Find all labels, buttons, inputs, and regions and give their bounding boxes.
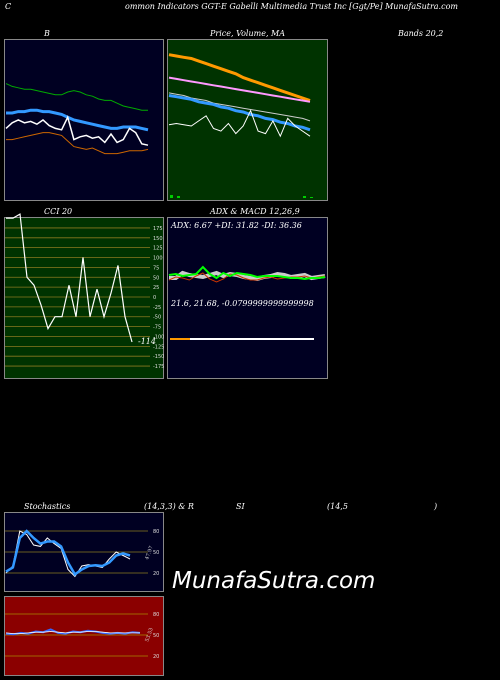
cci-tick-2: 125 [153, 246, 163, 252]
bollinger-series-3 [5, 115, 149, 146]
macd-values: 21.6, 21.68, -0.0799999999999998 [171, 299, 314, 308]
cci-tick-1: 150 [153, 236, 163, 242]
cci-tick-14: -175 [153, 364, 164, 370]
panel-rsi [4, 596, 164, 676]
di-minus-line [168, 272, 326, 283]
volume-bar-19 [303, 196, 306, 198]
stoch-k [5, 530, 131, 578]
cci-value: -114 [138, 337, 156, 346]
panel-bollinger [4, 39, 164, 201]
bollinger-series-1 [6, 108, 149, 132]
price-series-1 [168, 76, 311, 103]
label-stoch-c: SI [236, 502, 245, 511]
bollinger-series-0 [5, 83, 148, 111]
panel-cci [4, 217, 164, 379]
watermark: MunafaSutra.com [172, 568, 376, 594]
cci-tick-5: 50 [153, 275, 159, 281]
cci-tick-3: 100 [153, 256, 163, 262]
stoch-tick-1: 50 [153, 550, 159, 556]
label-bands: Bands 20,2 [398, 29, 444, 38]
header-title: ommon Indicators GGT-E Gabelli Multimedi… [125, 2, 458, 11]
panel-price [167, 39, 328, 201]
cci-tick-0: 175 [153, 226, 163, 232]
price-series-2 [168, 92, 311, 122]
label-cci: CCI 20 [44, 207, 73, 216]
label-price: Price, Volume, MA [210, 29, 286, 38]
cci-line [6, 213, 133, 343]
label-b: B [44, 29, 50, 38]
stoch-tick-0: 80 [153, 529, 159, 535]
price-series-4 [168, 109, 311, 138]
volume-bar-20 [310, 197, 313, 198]
cci-tick-8: -25 [153, 305, 161, 311]
rsi-tick-2: 20 [153, 654, 159, 660]
cci-tick-9: -50 [153, 315, 161, 321]
stoch-tick-2: 20 [153, 571, 159, 577]
label-stoch-b: (14,3,3) & R [144, 502, 194, 511]
label-stoch-a: Stochastics [24, 502, 71, 511]
cci-tick-10: -75 [153, 325, 161, 331]
label-stoch-d: (14,5 [327, 502, 348, 511]
cci-tick-12: -125 [153, 344, 164, 350]
label-stoch-e: ) [434, 502, 438, 511]
adx-values: ADX: 6.67 +DI: 31.82 -DI: 36.36 [171, 221, 302, 230]
cci-tick-7: 0 [153, 295, 156, 301]
bollinger-series-2 [6, 132, 149, 155]
volume-bar-1 [177, 196, 180, 198]
cci-tick-4: 75 [153, 265, 159, 271]
cci-tick-13: -150 [153, 354, 164, 360]
cci-tick-11: -100 [153, 334, 164, 340]
price-series-3 [168, 94, 311, 132]
cci-tick-6: 25 [153, 285, 159, 291]
rsi-tick-0: 80 [153, 612, 159, 618]
adx-band [169, 270, 326, 282]
rsi-tick-1: 50 [153, 633, 159, 639]
rsi-avg [5, 631, 140, 634]
volume-bar-0 [170, 195, 173, 198]
panel-adx [167, 217, 328, 379]
stoch-d [5, 529, 131, 577]
stoch-value: 47.97 [144, 545, 155, 561]
header-c: C [5, 2, 12, 11]
rsi-value: 53.53 [144, 627, 155, 643]
label-adx: ADX & MACD 12,26,9 [210, 207, 300, 216]
price-series-0 [168, 53, 311, 102]
di-plus-line [168, 265, 326, 281]
